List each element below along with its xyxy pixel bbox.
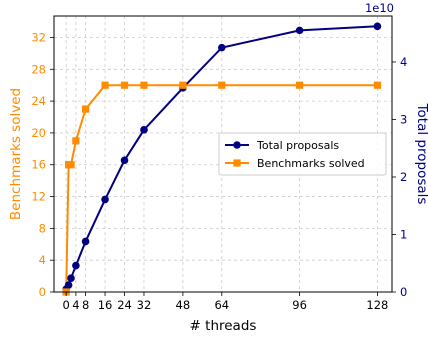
legend-label-total-proposals: Total proposals	[256, 139, 339, 152]
x-tick-label: 0	[62, 298, 69, 312]
point-benchmarks-solved	[101, 81, 109, 89]
point-benchmarks-solved	[218, 81, 226, 89]
point-benchmarks-solved	[295, 81, 304, 89]
point-benchmarks-solved	[72, 137, 80, 145]
point-benchmarks-solved	[120, 81, 129, 89]
point-total-proposals	[295, 26, 304, 35]
right-tick-label: 2	[400, 170, 407, 184]
point-total-proposals	[67, 274, 75, 283]
x-axis-label: # threads	[190, 318, 257, 334]
point-total-proposals	[140, 126, 148, 134]
left-tick-label: 0	[39, 285, 46, 299]
x-tick-label: 8	[82, 298, 89, 312]
point-total-proposals	[120, 156, 129, 165]
left-tick-label: 4	[39, 253, 46, 267]
x-tick-label: 96	[292, 298, 307, 312]
point-benchmarks-solved	[140, 81, 148, 89]
point-total-proposals	[101, 195, 109, 204]
point-benchmarks-solved	[82, 105, 90, 113]
point-benchmarks-solved	[179, 81, 187, 89]
legend-label-benchmarks-solved: Benchmarks solved	[257, 157, 365, 170]
x-tick-label: 32	[137, 298, 152, 312]
point-total-proposals	[217, 43, 226, 52]
left-tick-label: 24	[31, 94, 46, 108]
legend: Total proposals Benchmarks solved	[218, 132, 387, 176]
legend-marker-benchmarks-solved	[233, 159, 241, 167]
x-tick-label: 4	[72, 298, 79, 312]
x-tick-label: 64	[214, 298, 229, 312]
legend-box	[218, 132, 387, 176]
left-axis-label: Benchmarks solved	[8, 88, 24, 220]
left-tick-label: 12	[31, 190, 46, 204]
x-tick-label: 128	[366, 298, 388, 312]
left-tick-label: 28	[31, 62, 46, 76]
right-axis-offset-text: 1e10	[365, 1, 394, 15]
point-total-proposals	[64, 281, 73, 289]
point-total-proposals	[72, 261, 80, 270]
legend-marker-total-proposals	[233, 141, 241, 149]
left-tick-label: 16	[31, 158, 46, 172]
point-benchmarks-solved	[373, 81, 382, 89]
left-tick-label: 32	[31, 30, 46, 44]
right-tick-label: 0	[400, 285, 407, 299]
x-tick-label: 48	[176, 298, 191, 312]
plot-frame	[53, 15, 393, 293]
right-tick-label: 4	[400, 55, 407, 69]
point-total-proposals	[81, 237, 90, 246]
left-tick-label: 8	[39, 221, 46, 235]
x-tick-label: 24	[117, 298, 132, 312]
right-axis-label: Total proposals	[414, 103, 428, 205]
right-tick-label: 1	[400, 228, 407, 242]
left-tick-label: 20	[31, 126, 46, 140]
point-benchmarks-solved	[67, 161, 75, 169]
point-total-proposals	[373, 22, 382, 31]
x-tick-label: 16	[98, 298, 113, 312]
right-tick-label: 3	[400, 113, 407, 127]
